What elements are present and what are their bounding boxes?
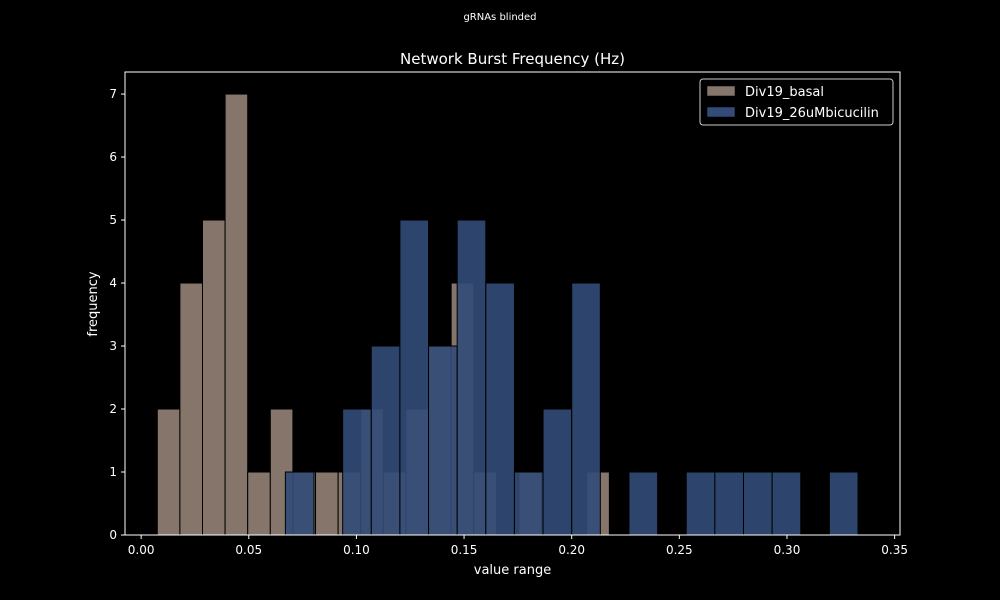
histogram-bar-basal	[315, 471, 339, 536]
x-tick-label: 0.15	[451, 543, 478, 557]
y-tick-label: 2	[109, 402, 117, 416]
x-tick-label: 0.30	[774, 543, 801, 557]
y-tick-label: 6	[109, 150, 117, 164]
histogram-bar-bicucilin	[742, 471, 773, 536]
histogram-bar-bicucilin	[342, 408, 372, 536]
histogram-bar-bicucilin	[771, 471, 802, 536]
figure-suptitle: gRNAs blinded	[463, 12, 536, 23]
histogram-bar-basal	[224, 93, 249, 536]
x-tick-label: 0.25	[666, 543, 693, 557]
legend-label-basal: Div19_basal	[745, 85, 824, 100]
y-tick-label: 7	[109, 87, 117, 101]
histogram-bar-bicucilin	[828, 471, 859, 536]
x-axis-label: value range	[474, 563, 551, 578]
y-axis-label: frequency	[86, 271, 101, 337]
histogram-bar-bicucilin	[542, 408, 573, 536]
x-tick-label: 0.05	[235, 543, 262, 557]
histogram-bar-basal	[179, 282, 203, 536]
histogram-bar-bicucilin	[571, 282, 601, 536]
legend-label-bicucilin: Div19_26uMbicucilin	[745, 106, 879, 121]
histogram-bar-basal	[156, 408, 181, 536]
histogram-bar-bicucilin	[714, 471, 744, 536]
y-tick-label: 3	[109, 339, 117, 353]
x-tick-label: 0.20	[558, 543, 585, 557]
histogram-bar-bicucilin	[485, 282, 515, 536]
histogram-bar-basal	[247, 471, 271, 536]
plot-area: 0.00 0.05 0.10 0.15 0.20 0.25 0.30 0.35 0 1 2 3 4 5 6 7	[109, 71, 908, 557]
chart-title: Network Burst Frequency (Hz)	[400, 50, 625, 68]
histogram-bar-bicucilin	[370, 345, 401, 536]
x-tick-label: 0.00	[128, 543, 155, 557]
x-tick-label: 0.10	[343, 543, 370, 557]
histogram-bar-basal	[202, 219, 226, 536]
axes-frame	[124, 71, 901, 536]
histogram-bar-bicucilin	[399, 219, 430, 536]
y-tick-label: 4	[109, 276, 117, 290]
legend-swatch-basal	[706, 85, 736, 97]
y-tick-label: 0	[109, 528, 117, 542]
y-tick-label: 1	[109, 465, 117, 479]
legend-swatch-bicucilin	[706, 106, 736, 118]
legend-frame	[699, 78, 894, 126]
histogram-bar-bicucilin	[456, 219, 487, 536]
histogram-bar-bicucilin	[513, 471, 544, 536]
histogram-bar-bicucilin	[284, 471, 315, 536]
legend: Div19_basal Div19_26uMbicucilin	[699, 78, 894, 126]
histogram-bar-bicucilin	[628, 471, 659, 536]
y-tick-label: 5	[109, 213, 117, 227]
histogram-bar-bicucilin	[428, 345, 458, 536]
histogram-bar-bicucilin	[685, 471, 716, 536]
x-tick-label: 0.35	[881, 543, 908, 557]
